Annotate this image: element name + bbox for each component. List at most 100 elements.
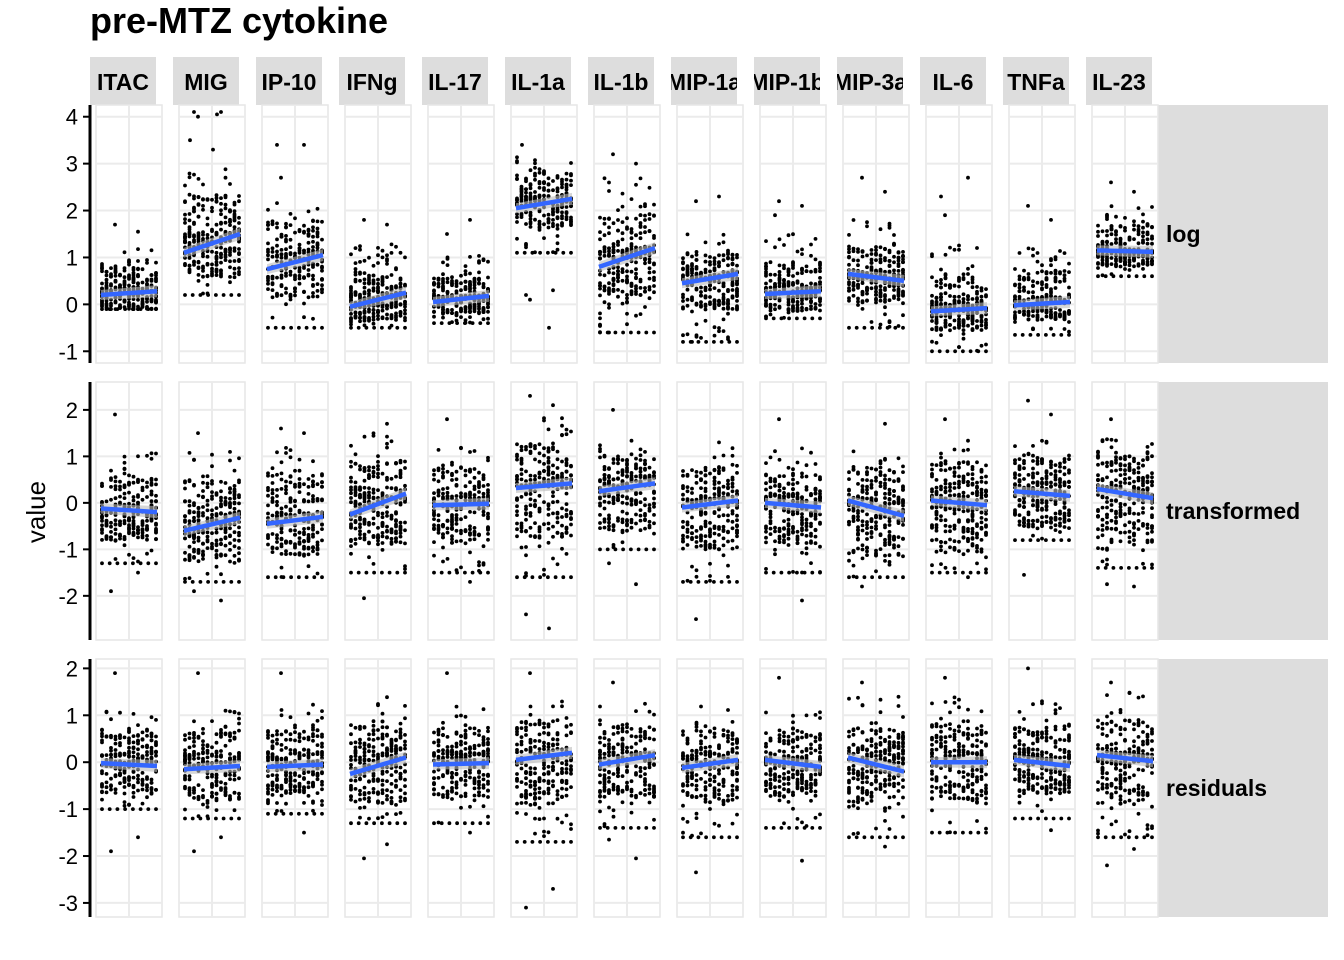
data-point [281, 575, 286, 580]
data-point [625, 247, 629, 251]
data-point [183, 263, 187, 268]
data-point [279, 552, 284, 556]
data-point [436, 448, 441, 452]
data-point [237, 221, 241, 225]
data-point [896, 262, 901, 266]
data-point [979, 343, 984, 348]
outlier-point [607, 330, 611, 335]
data-point [1132, 227, 1136, 232]
data-point [205, 254, 210, 259]
data-point [439, 570, 444, 575]
data-point [306, 492, 311, 496]
data-point [206, 293, 211, 297]
data-point [450, 515, 454, 519]
data-point [454, 539, 459, 544]
data-point [634, 286, 638, 291]
data-point [389, 284, 394, 289]
data-point [445, 255, 450, 260]
data-point [210, 452, 214, 457]
data-point [791, 283, 795, 287]
data-point [358, 244, 362, 249]
data-point [459, 446, 463, 451]
data-point [275, 225, 279, 230]
outlier-point [1132, 189, 1136, 194]
outlier-point [385, 421, 389, 426]
data-point [620, 278, 625, 283]
data-point [293, 528, 297, 533]
data-point [266, 488, 270, 493]
data-point [376, 471, 380, 476]
data-point [847, 255, 851, 260]
data-point [219, 245, 223, 250]
data-point [598, 215, 602, 220]
data-point [450, 308, 454, 312]
data-point [786, 297, 791, 302]
data-point [232, 538, 237, 542]
data-point [187, 175, 192, 180]
data-point [625, 269, 629, 274]
data-point [358, 278, 362, 283]
outlier-point [883, 189, 887, 194]
data-point [690, 254, 694, 259]
data-point [730, 256, 735, 261]
data-point [353, 541, 358, 546]
trend-line [681, 271, 739, 286]
data-point [560, 210, 564, 215]
data-point [804, 264, 809, 269]
data-point [515, 173, 519, 178]
data-point [104, 303, 109, 307]
data-point [371, 308, 376, 312]
data-point [192, 503, 196, 508]
panel-log-tnfa [1008, 104, 1076, 364]
data-point [791, 274, 795, 278]
data-point [237, 580, 241, 584]
data-point [459, 281, 463, 286]
data-point [353, 272, 358, 277]
data-point [432, 491, 436, 495]
data-point [232, 266, 237, 271]
data-point [219, 498, 223, 503]
data-point [140, 267, 145, 272]
panel-transformed-itac [95, 381, 163, 641]
data-point [454, 477, 459, 482]
data-point [893, 325, 898, 330]
data-point [445, 290, 450, 295]
data-point [486, 259, 490, 264]
data-point [302, 498, 306, 502]
data-point [376, 281, 380, 286]
data-point [131, 561, 135, 566]
data-point [764, 264, 768, 269]
data-point [315, 289, 320, 293]
data-point [219, 252, 223, 257]
data-point [219, 227, 223, 232]
data-point [519, 529, 524, 534]
data-point [358, 294, 362, 298]
data-point [607, 225, 611, 230]
data-point [459, 565, 463, 570]
data-point [1141, 240, 1145, 245]
data-point [607, 270, 611, 275]
data-point [210, 544, 214, 549]
data-point [519, 444, 524, 449]
data-point [721, 292, 726, 297]
data-point [638, 312, 643, 316]
data-point [311, 263, 315, 268]
data-point [389, 305, 394, 310]
row-strip-label: log [1166, 221, 1201, 247]
data-point [118, 523, 122, 527]
data-point [371, 431, 376, 436]
data-point [122, 460, 127, 465]
data-point [515, 215, 519, 220]
data-point [1109, 262, 1114, 266]
data-point [726, 298, 730, 302]
data-point [192, 483, 196, 488]
data-point [445, 280, 450, 285]
data-point [118, 273, 122, 278]
data-point [865, 220, 869, 225]
data-point [847, 233, 851, 237]
data-point [647, 260, 652, 265]
data-point [284, 512, 288, 516]
data-point [515, 155, 519, 160]
data-point [791, 298, 795, 303]
outlier-point [547, 325, 551, 330]
